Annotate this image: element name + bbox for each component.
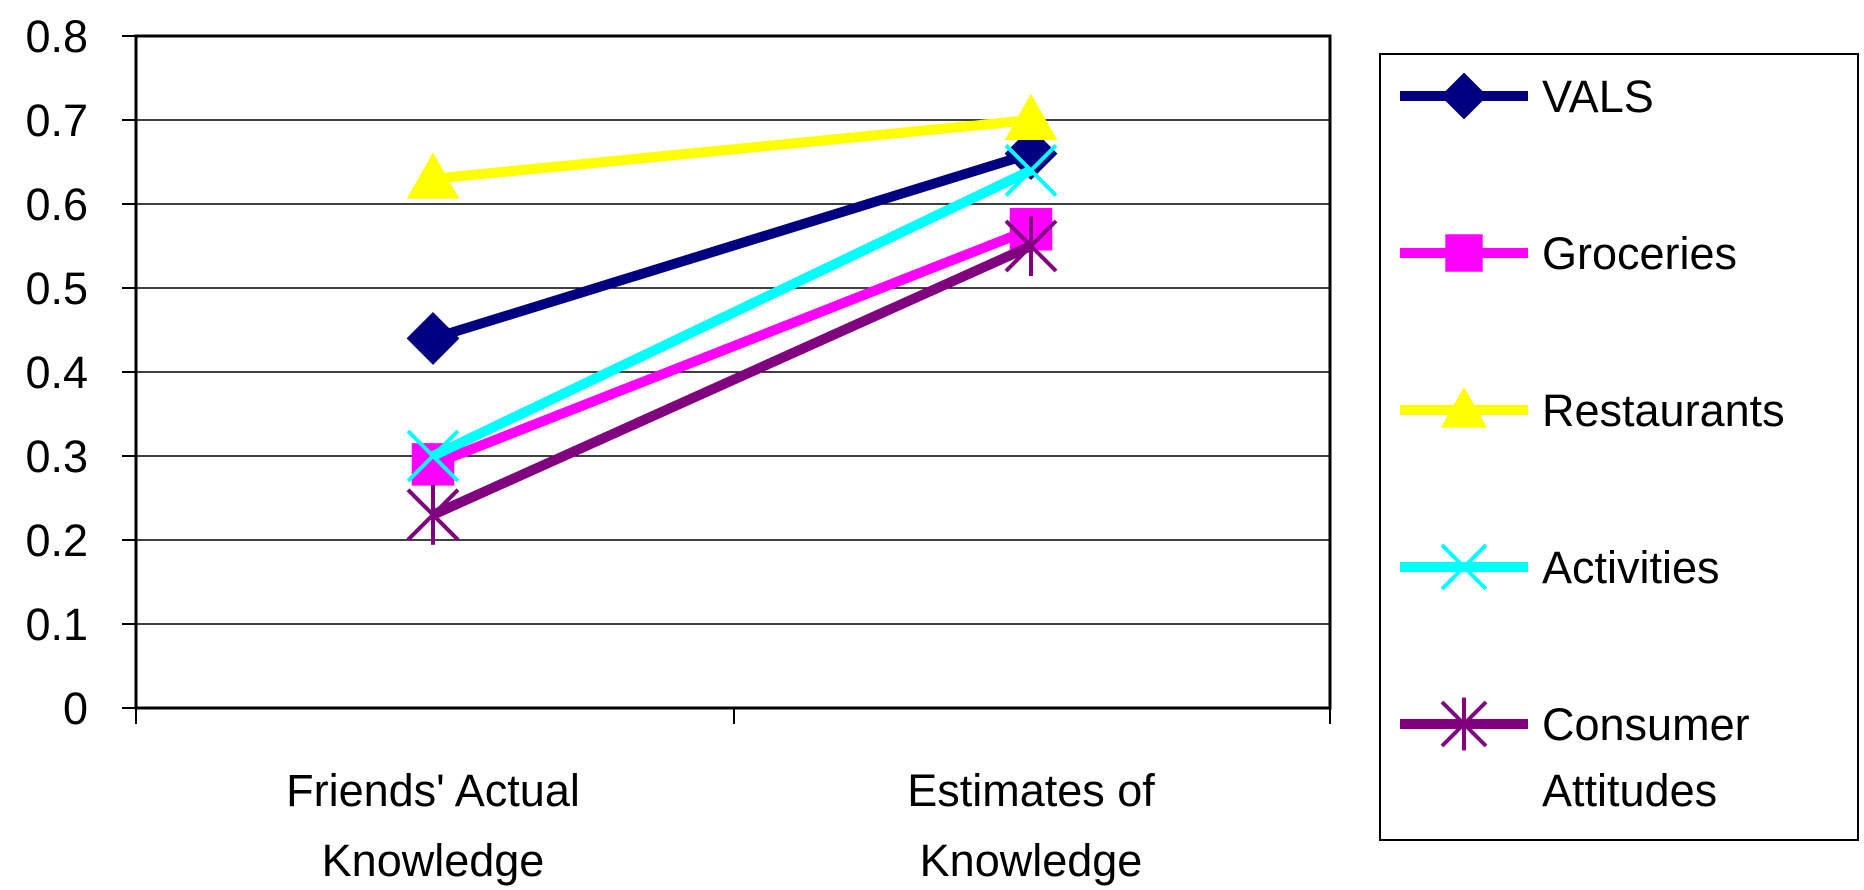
legend-label: Restaurants [1542,385,1785,436]
legend: VALS Groceries Restaurants Activities Consum… [1379,53,1859,841]
series-line [432,115,1032,184]
legend-entry: Activities [1400,542,1720,593]
square-marker [1445,234,1483,272]
asterisk-marker [1440,697,1488,751]
diamond-marker [406,311,460,365]
asterisk-marker [406,484,460,545]
y-tick-label: 0.1 [25,599,88,650]
axes [122,35,1331,724]
legend-label: Consumer Attitudes [1542,699,1750,816]
y-tick-label: 0.8 [25,11,88,62]
series-line [430,165,1034,461]
data-point [406,311,460,365]
series-line [431,224,1033,470]
y-tick-label: 0.4 [25,347,88,398]
series-line [430,241,1034,520]
legend-box [1379,53,1859,841]
axis-labels: 0 0.1 0.2 0.3 0.4 0.5 0.6 0.7 0.8 Friends' Actual… [25,11,1155,886]
x-marker [1440,543,1488,591]
y-tick-label: 0.2 [25,515,88,566]
series-vals [406,127,1058,365]
x-marker [1004,143,1058,197]
triangle-marker [1440,386,1488,428]
data-point [406,152,460,199]
diamond-marker [1440,72,1488,120]
series-lines [406,93,1058,545]
series-restaurants [406,93,1058,199]
legend-label: VALS [1542,71,1654,122]
legend-entry: Groceries [1400,228,1737,279]
x-category-label: Estimates of Knowledge [907,765,1155,886]
triangle-marker [406,152,460,199]
data-point [1004,143,1058,197]
series-consumer-attitudes [406,216,1058,545]
y-tick-label: 0.7 [25,95,88,146]
y-tick-label: 0.5 [25,263,88,314]
y-tick-label: 0.6 [25,179,88,230]
triangle-marker [1004,93,1058,140]
diamond-marker [1004,127,1058,181]
y-tick-label: 0.3 [25,431,88,482]
legend-entry: Consumer Attitudes [1400,697,1750,816]
data-point [1004,216,1058,276]
legend-entry: VALS [1400,71,1654,122]
data-point [406,429,460,483]
legend-entry: Restaurants [1400,385,1785,436]
x-category-label: Friends' Actual Knowledge [286,765,580,886]
asterisk-marker [1004,216,1058,276]
legend-label: Groceries [1542,228,1737,279]
series-line [431,148,1033,344]
data-point [1004,93,1058,140]
series-activities [406,143,1058,483]
data-point [406,484,460,545]
y-tick-label: 0 [63,683,88,734]
gridlines [136,119,1330,625]
data-point [1004,127,1058,181]
legend-label: Activities [1542,542,1720,593]
x-marker [406,429,460,483]
